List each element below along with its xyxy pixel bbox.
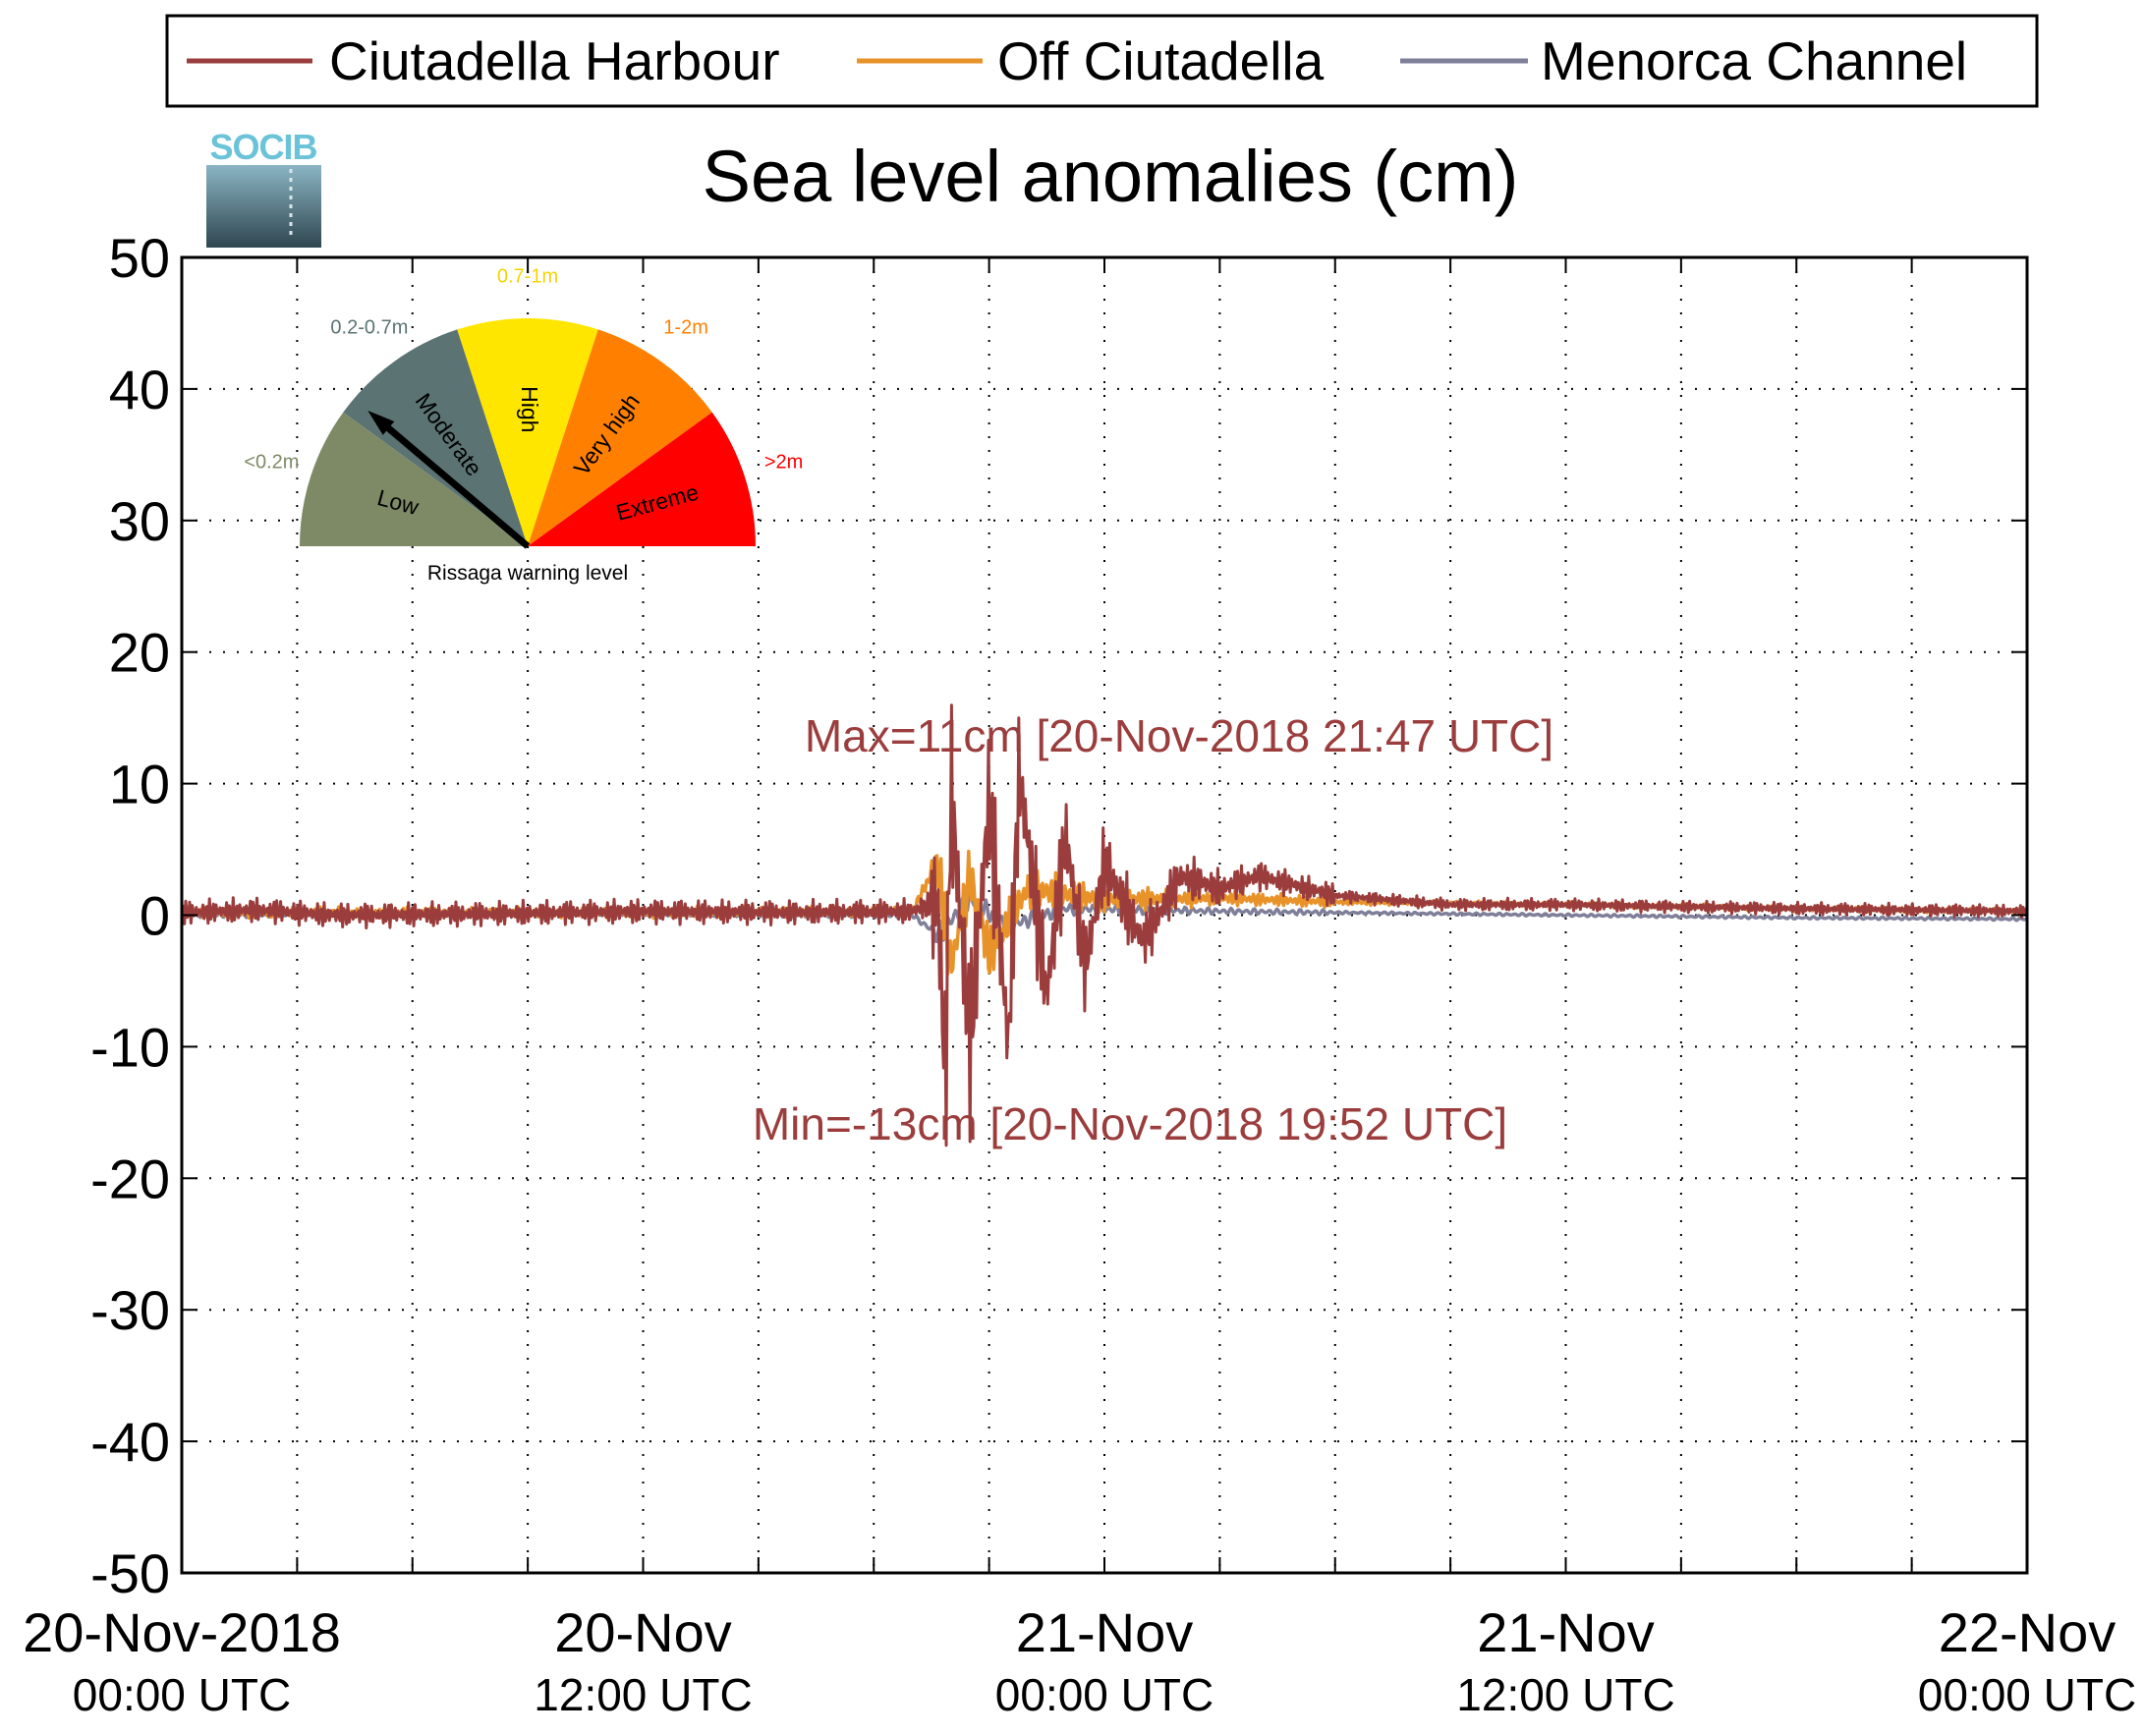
gauge-segment-moderate (343, 329, 528, 546)
gauge-needle (377, 418, 531, 549)
y-tick-label: 40 (109, 359, 170, 420)
gauge-range-low: <0.2m (244, 452, 299, 474)
gauge-segment-very-high (528, 329, 712, 546)
y-tick-label: -30 (90, 1279, 170, 1341)
y-tick-label: -50 (90, 1542, 170, 1604)
series-layer (180, 703, 2029, 1148)
axis-ticks (181, 256, 2028, 1574)
gauge-needle-head (367, 410, 395, 435)
legend-label-ciutadella-harbour: Ciutadella Harbour (329, 30, 780, 91)
gauge-segment-extreme (528, 412, 756, 546)
logo-text: SOCIB (209, 127, 316, 167)
y-tick-label: -10 (90, 1016, 170, 1078)
y-tick-label: 10 (109, 754, 170, 815)
gauge-range-extreme: >2m (764, 452, 803, 474)
x-tick-label-date: 21-Nov (1016, 1601, 1194, 1663)
gauge-segment-low (300, 412, 528, 546)
gauge-segment-high (457, 318, 598, 546)
x-tick-label-date: 20-Nov-2018 (23, 1601, 341, 1663)
x-tick-label-date: 20-Nov (554, 1601, 732, 1663)
x-tick-label-date: 21-Nov (1477, 1601, 1655, 1663)
gauge-range-high: 0.7-1m (497, 265, 558, 287)
grid-lines (182, 257, 2027, 1573)
y-tick-labels: 50 40 30 20 10 0 -10 -20 -30 -40 -50 (90, 227, 170, 1604)
y-tick-label: 50 (109, 227, 170, 289)
legend-label-menorca-channel: Menorca Channel (1541, 30, 1967, 91)
x-tick-label-time: 12:00 UTC (534, 1669, 752, 1720)
annotation-max: Max=11cm [20-Nov-2018 21:47 UTC] (805, 710, 1553, 761)
gauge-label-high: High (517, 386, 542, 432)
chart-title: Sea level anomalies (cm) (703, 136, 1519, 217)
socib-logo: SOCIB (206, 127, 321, 248)
plot-area: 50 40 30 20 10 0 -10 -20 -30 -40 -50 20-Nov-2018 00… (23, 227, 2136, 1720)
x-tick-label-time: 00:00 UTC (995, 1669, 1214, 1720)
y-tick-label: 30 (109, 490, 170, 552)
series-line-ciutadella-harbour (180, 703, 2029, 1148)
gauge-range-moderate: 0.2-0.7m (330, 317, 408, 339)
y-tick-label: 0 (140, 885, 170, 947)
legend: Ciutadella Harbour Off Ciutadella Menorc… (165, 14, 2039, 108)
gauge-title: Rissaga warning level (427, 562, 628, 585)
y-tick-label: -40 (90, 1411, 170, 1473)
x-tick-label-date: 22-Nov (1939, 1601, 2117, 1663)
x-tick-label-time: 00:00 UTC (73, 1669, 291, 1720)
legend-label-off-ciutadella: Off Ciutadella (997, 30, 1325, 91)
x-tick-label-time: 00:00 UTC (1918, 1669, 2136, 1720)
y-tick-label: 20 (109, 622, 170, 684)
annotation-min: Min=-13cm [20-Nov-2018 19:52 UTC] (753, 1098, 1507, 1149)
y-tick-label: -20 (90, 1148, 170, 1209)
x-tick-label-time: 12:00 UTC (1456, 1669, 1674, 1720)
x-tick-labels: 20-Nov-2018 00:00 UTC 20-Nov 12:00 UTC 21-No… (23, 1601, 2136, 1720)
gauge-range-very-high: 1-2m (663, 317, 708, 339)
